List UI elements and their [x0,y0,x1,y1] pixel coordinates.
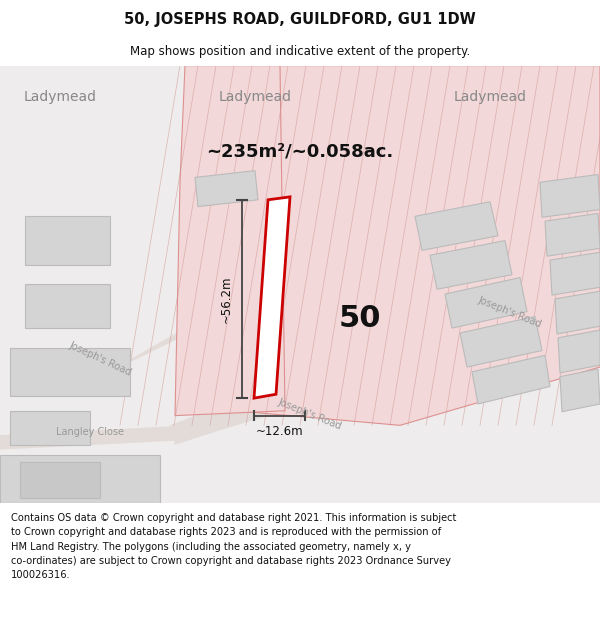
Polygon shape [558,330,600,373]
Polygon shape [175,66,285,416]
Polygon shape [20,462,100,498]
Text: ~56.2m: ~56.2m [220,275,233,322]
Polygon shape [460,316,542,367]
Polygon shape [254,197,290,398]
Text: ~235m²/~0.058ac.: ~235m²/~0.058ac. [206,142,394,160]
Text: Map shows position and indicative extent of the property.: Map shows position and indicative extent… [130,45,470,58]
Polygon shape [10,348,130,396]
Polygon shape [540,174,600,218]
Text: Ladymead: Ladymead [454,90,527,104]
Text: Contains OS data © Crown copyright and database right 2021. This information is : Contains OS data © Crown copyright and d… [11,513,456,581]
Polygon shape [545,213,600,256]
Polygon shape [560,369,600,412]
Text: 50, JOSEPHS ROAD, GUILDFORD, GU1 1DW: 50, JOSEPHS ROAD, GUILDFORD, GU1 1DW [124,12,476,27]
Polygon shape [550,253,600,295]
Text: 50: 50 [339,304,381,333]
Polygon shape [415,202,498,251]
Polygon shape [445,278,527,328]
Text: Joseph's Road: Joseph's Road [277,396,343,431]
Polygon shape [0,426,190,449]
Text: Ladymead: Ladymead [23,90,97,104]
Polygon shape [0,454,160,503]
Polygon shape [555,291,600,334]
Text: Ladymead: Ladymead [218,90,292,104]
Text: Joseph's Road: Joseph's Road [67,341,133,378]
Polygon shape [170,294,590,445]
Text: Joseph's Road: Joseph's Road [477,294,543,329]
Polygon shape [235,66,600,426]
Polygon shape [25,216,110,265]
Polygon shape [100,192,460,377]
Polygon shape [25,284,110,328]
Text: ~12.6m: ~12.6m [256,424,304,438]
Polygon shape [472,356,550,404]
Polygon shape [195,171,258,207]
Polygon shape [430,241,512,289]
Text: Langley Close: Langley Close [56,427,124,437]
Polygon shape [10,411,90,445]
